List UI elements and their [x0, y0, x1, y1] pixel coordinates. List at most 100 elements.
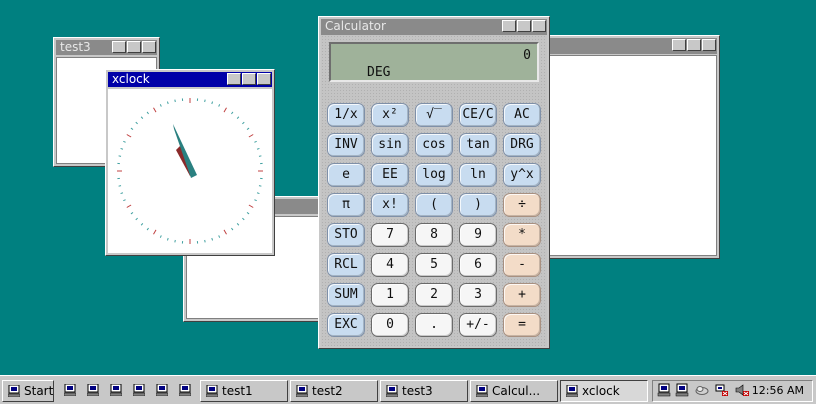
minimize-button[interactable] [112, 41, 126, 53]
computer-icon[interactable] [87, 384, 99, 396]
calc-key[interactable]: π [327, 193, 365, 217]
calc-key[interactable]: 6 [459, 253, 497, 277]
calc-key[interactable]: SUM [327, 283, 365, 307]
task-button[interactable]: xclock [560, 380, 648, 402]
calc-key[interactable]: 4 [371, 253, 409, 277]
maximize-button[interactable] [517, 20, 531, 32]
window-calculator-titlebar[interactable]: Calculator [321, 19, 547, 35]
calc-key[interactable]: ln [459, 163, 497, 187]
minute-tick [242, 121, 245, 125]
minute-tick [231, 111, 234, 115]
calc-key[interactable]: ÷ [503, 193, 541, 217]
calc-key[interactable]: AC [503, 103, 541, 127]
tray-clock[interactable]: 12:56 AM [751, 384, 804, 397]
weather-icon[interactable] [695, 383, 709, 397]
task-button[interactable]: test3 [380, 380, 468, 402]
minute-tick [242, 217, 245, 221]
calc-key[interactable]: 9 [459, 223, 497, 247]
minute-tick [166, 237, 169, 241]
calc-key[interactable]: √‾ [415, 103, 453, 127]
calc-key[interactable]: 1 [371, 283, 409, 307]
volume-muted-icon[interactable] [735, 383, 749, 397]
calc-key[interactable]: INV [327, 133, 365, 157]
calc-key[interactable]: x² [371, 103, 409, 127]
minute-tick [204, 99, 206, 103]
minute-tick [118, 155, 122, 157]
close-button[interactable] [702, 39, 716, 51]
window-calculator[interactable]: Calculator 0 DEG 1/x x² √‾ CE/C AC INV sin cos t… [318, 16, 550, 349]
calc-key[interactable]: log [415, 163, 453, 187]
start-button[interactable]: Start [2, 380, 54, 402]
minute-tick [211, 237, 214, 241]
maximize-button[interactable] [127, 41, 141, 53]
minimize-button[interactable] [502, 20, 516, 32]
calc-key[interactable]: RCL [327, 253, 365, 277]
window-xclock-title: xclock [112, 72, 150, 86]
task-button[interactable]: test1 [200, 380, 288, 402]
calc-key[interactable]: 7 [371, 223, 409, 247]
calc-key[interactable]: cos [415, 133, 453, 157]
window-right[interactable] [540, 35, 720, 259]
minimize-button[interactable] [227, 73, 241, 85]
calc-key[interactable]: y^x [503, 163, 541, 187]
calc-key[interactable]: ( [415, 193, 453, 217]
calc-key[interactable]: EXC [327, 313, 365, 337]
calc-key[interactable]: e [327, 163, 365, 187]
minute-tick [123, 140, 126, 143]
minute-tick [130, 212, 134, 215]
close-button[interactable] [142, 41, 156, 53]
calculator-body: 0 DEG 1/x x² √‾ CE/C AC INV sin cos tan DRG e EE log… [321, 35, 547, 346]
calc-key[interactable]: DRG [503, 133, 541, 157]
calc-key[interactable]: 3 [459, 283, 497, 307]
minute-tick [140, 116, 144, 119]
minimize-button[interactable] [672, 39, 686, 51]
calc-key[interactable]: 2 [415, 283, 453, 307]
calc-key[interactable]: = [503, 313, 541, 337]
minute-tick [123, 199, 126, 202]
window-test3-controls [112, 41, 156, 53]
minute-tick [140, 223, 144, 226]
calc-key[interactable]: 5 [415, 253, 453, 277]
calc-key[interactable]: - [503, 253, 541, 277]
computer-icon[interactable] [179, 384, 191, 396]
window-right-titlebar[interactable] [543, 38, 717, 54]
computer-icon[interactable] [156, 384, 168, 396]
maximize-button[interactable] [687, 39, 701, 51]
task-button[interactable]: test2 [290, 380, 378, 402]
window-test3-titlebar[interactable]: test3 [56, 40, 157, 55]
calc-key[interactable]: 1/x [327, 103, 365, 127]
computer-icon[interactable] [675, 383, 689, 397]
calc-key[interactable]: EE [371, 163, 409, 187]
calc-key[interactable]: * [503, 223, 541, 247]
calc-key[interactable]: ) [459, 193, 497, 217]
computer-icon[interactable] [110, 384, 122, 396]
calc-key[interactable]: 8 [415, 223, 453, 247]
minute-tick [146, 111, 149, 115]
calc-key[interactable]: STO [327, 223, 365, 247]
hour-tick [153, 107, 157, 113]
calc-key[interactable]: . [415, 313, 453, 337]
hour-tick [223, 229, 227, 235]
calc-key[interactable]: + [503, 283, 541, 307]
task-button[interactable]: Calcul... [470, 380, 558, 402]
window-calculator-title: Calculator [325, 19, 386, 33]
calc-key[interactable]: +/- [459, 313, 497, 337]
computer-icon [386, 385, 398, 397]
computer-icon[interactable] [64, 384, 76, 396]
minute-tick [236, 223, 240, 226]
calc-key[interactable]: x! [371, 193, 409, 217]
close-button[interactable] [532, 20, 546, 32]
calc-key[interactable]: 0 [371, 313, 409, 337]
computer-icon[interactable] [657, 383, 671, 397]
maximize-button[interactable] [242, 73, 256, 85]
close-button[interactable] [257, 73, 271, 85]
window-xclock-titlebar[interactable]: xclock [108, 72, 272, 87]
network-disconnected-icon[interactable] [715, 383, 729, 397]
window-right-client[interactable] [543, 55, 717, 256]
window-xclock[interactable]: xclock [105, 69, 275, 256]
calc-key[interactable]: tan [459, 133, 497, 157]
calc-key[interactable]: sin [371, 133, 409, 157]
computer-icon[interactable] [133, 384, 145, 396]
display-value: 0 [523, 48, 531, 63]
calc-key[interactable]: CE/C [459, 103, 497, 127]
